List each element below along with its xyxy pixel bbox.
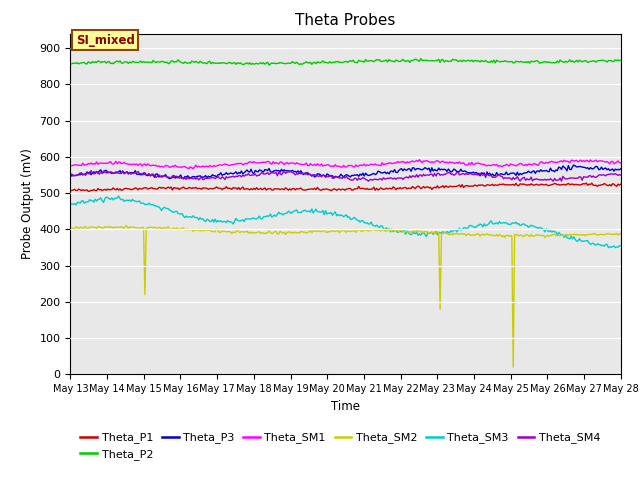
Y-axis label: Probe Output (mV): Probe Output (mV) (21, 149, 34, 259)
Legend: Theta_P1, Theta_P2, Theta_P3, Theta_SM1, Theta_SM2, Theta_SM3, Theta_SM4: Theta_P1, Theta_P2, Theta_P3, Theta_SM1,… (76, 428, 605, 464)
Title: Theta Probes: Theta Probes (296, 13, 396, 28)
X-axis label: Time: Time (331, 400, 360, 413)
Text: SI_mixed: SI_mixed (76, 34, 135, 47)
